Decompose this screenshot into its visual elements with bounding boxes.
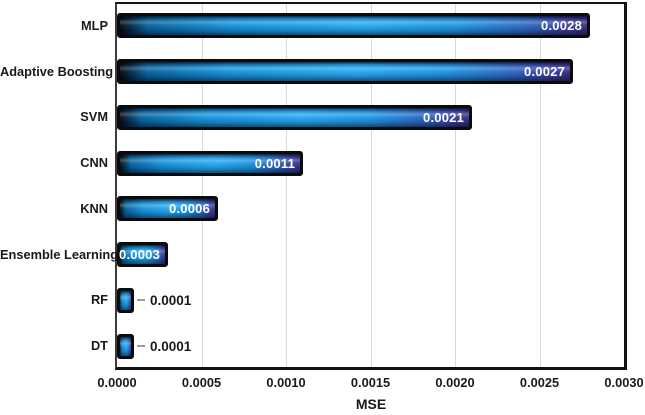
x-tick-label: 0.0005 bbox=[181, 375, 222, 390]
gridline bbox=[370, 4, 372, 367]
bar-value-label: 0.0006 bbox=[169, 201, 210, 217]
leader-line bbox=[137, 345, 145, 348]
category-label: DT bbox=[90, 338, 108, 354]
gridline bbox=[539, 4, 541, 367]
bar-row: 0.0006 bbox=[117, 196, 624, 222]
bar: 0.0028 bbox=[117, 13, 590, 39]
bar-row: 0.0027 bbox=[117, 59, 624, 85]
x-axis-title: MSE bbox=[355, 396, 387, 412]
bar: 0.0006 bbox=[117, 196, 218, 222]
x-tick-label: 0.0015 bbox=[350, 375, 391, 390]
bar: 0.0021 bbox=[117, 104, 472, 130]
bar-value-label: 0.0003 bbox=[119, 247, 160, 263]
category-label: RF bbox=[90, 292, 108, 308]
bar-row: 0.0001 bbox=[117, 287, 624, 313]
bar-value-label: 0.0001 bbox=[150, 292, 192, 308]
bar-value-label: 0.0027 bbox=[524, 64, 565, 80]
bar-value-label: 0.0011 bbox=[254, 155, 295, 171]
plot-area: 0.0028 0.0027 0.0021 0.0011 0.0006 0.0003 0.00… bbox=[115, 2, 627, 370]
leader-line bbox=[137, 299, 145, 302]
category-label: MLP bbox=[80, 17, 108, 33]
x-tick-label: 0.0010 bbox=[266, 375, 306, 390]
bar bbox=[117, 333, 134, 359]
bar-value-label: 0.0001 bbox=[150, 338, 192, 354]
category-label: SVM bbox=[80, 109, 108, 125]
x-tick-label: 0.0020 bbox=[435, 375, 475, 390]
x-tick-label: 0.0000 bbox=[97, 375, 137, 390]
bar-row: 0.0021 bbox=[117, 104, 624, 130]
bar bbox=[117, 287, 134, 313]
x-tick-label: 0.0025 bbox=[519, 375, 560, 390]
bar-value-label: 0.0028 bbox=[541, 18, 582, 34]
category-label: KNN bbox=[80, 200, 108, 216]
bar: 0.0003 bbox=[117, 242, 168, 268]
bar: 0.0011 bbox=[117, 150, 303, 176]
plot-inner: 0.0028 0.0027 0.0021 0.0011 0.0006 0.0003 0.00… bbox=[117, 4, 624, 367]
category-label: CNN bbox=[80, 155, 108, 171]
bar-row: 0.0003 bbox=[117, 242, 624, 268]
bar-value-label: 0.0021 bbox=[423, 109, 464, 125]
category-label: Adaptive Boosting bbox=[0, 63, 114, 79]
bar-row: 0.0011 bbox=[117, 150, 624, 176]
bar-row: 0.0001 bbox=[117, 333, 624, 359]
gridline bbox=[201, 4, 203, 367]
x-tick-label: 0.0030 bbox=[604, 375, 644, 390]
gridline bbox=[286, 4, 287, 367]
bar: 0.0027 bbox=[117, 59, 573, 85]
category-label: Ensemble Learning bbox=[0, 246, 119, 262]
bar-row: 0.0028 bbox=[117, 13, 624, 39]
gridline bbox=[455, 4, 456, 367]
